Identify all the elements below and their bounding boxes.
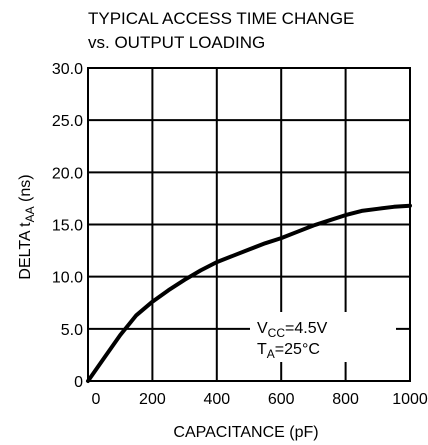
legend-vcc: VCC=4.5V: [257, 320, 328, 340]
legend-vcc-value: =4.5V: [285, 320, 328, 337]
chart-title-line-1: TYPICAL ACCESS TIME CHANGE: [88, 9, 354, 28]
legend-ta-sub: A: [267, 347, 275, 361]
legend-box: [250, 312, 396, 362]
x-tick-label-0: 0: [92, 391, 101, 408]
y-tick-labels: 0 5.0 10.0 15.0 20.0 25.0 30.0: [52, 61, 83, 391]
plot-frame: [87, 67, 411, 382]
y-axis-label: DELTA tAA (ns): [17, 174, 37, 279]
legend-ta: TA=25°C: [257, 341, 320, 361]
grid-lines: [88, 68, 410, 381]
x-tick-labels: 0 200 400 600 800 1000: [92, 391, 428, 408]
y-tick-label-0: 0: [74, 374, 83, 391]
x-tick-label-5: 1000: [392, 391, 428, 408]
y-axis-label-sub: AA: [23, 206, 37, 222]
series-line-0: [86, 203, 412, 383]
x-tick-label-4: 800: [332, 391, 359, 408]
y-tick-label-1: 5.0: [61, 322, 83, 339]
y-axis-label-suffix: (ns): [17, 174, 34, 206]
x-tick-label-3: 600: [268, 391, 295, 408]
chart-title-line-2: vs. OUTPUT LOADING: [88, 33, 265, 52]
y-axis-label-prefix: DELTA t: [17, 222, 34, 280]
y-tick-label-3: 15.0: [52, 218, 83, 235]
legend-vcc-sub: CC: [268, 326, 286, 340]
legend-ta-value: =25°C: [275, 341, 320, 358]
y-tick-label-2: 10.0: [52, 270, 83, 287]
y-tick-label-5: 25.0: [52, 113, 83, 130]
y-tick-label-6: 30.0: [52, 61, 83, 78]
x-tick-label-2: 400: [203, 391, 230, 408]
x-axis-label: CAPACITANCE (pF): [173, 424, 318, 441]
legend-vcc-main: V: [257, 320, 268, 337]
series-layer: [86, 203, 412, 383]
x-tick-label-1: 200: [139, 391, 166, 408]
y-tick-label-4: 20.0: [52, 165, 83, 182]
legend-ta-main: T: [257, 341, 267, 358]
